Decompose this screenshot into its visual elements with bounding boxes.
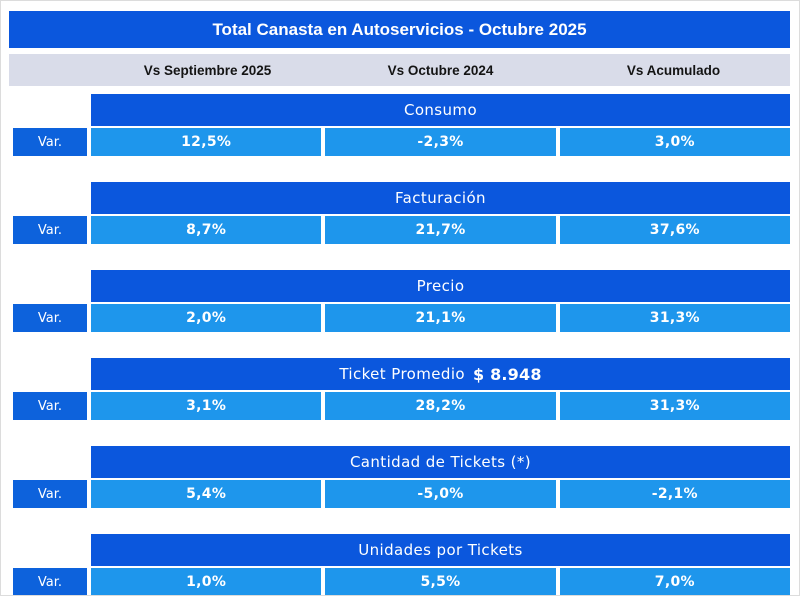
section-values-row: Var. 1,0% 5,5% 7,0% <box>13 568 790 595</box>
section-ticket-promedio: Ticket Promedio $ 8.948 Var. 3,1% 28,2% … <box>13 358 790 420</box>
var-label-cell: Var. <box>13 480 87 508</box>
value-cell-vs-septiembre: 3,1% <box>91 392 322 420</box>
value-cell-vs-acumulado: 31,3% <box>559 304 790 332</box>
value-cell-vs-septiembre: 8,7% <box>91 216 322 244</box>
value-cell-vs-octubre: 28,2% <box>325 392 556 420</box>
section-values-row: Var. 5,4% -5,0% -2,1% <box>13 480 790 508</box>
var-label-cell: Var. <box>13 392 87 420</box>
value-cell-vs-septiembre: 12,5% <box>91 128 322 156</box>
value-cell-vs-octubre: 21,1% <box>325 304 556 332</box>
section-name: Consumo <box>403 101 478 119</box>
section-name: Ticket Promedio <box>339 365 465 383</box>
value-cell-vs-acumulado: 7,0% <box>559 568 790 595</box>
value-cell-vs-septiembre: 5,4% <box>91 480 322 508</box>
var-label-cell: Var. <box>13 128 87 156</box>
section-values-row: Var. 2,0% 21,1% 31,3% <box>13 304 790 332</box>
value-cell-vs-acumulado: -2,1% <box>559 480 790 508</box>
section-header: Consumo <box>91 94 790 126</box>
value-cell-vs-octubre: 21,7% <box>325 216 556 244</box>
section-name: Unidades por Tickets <box>358 541 523 559</box>
var-label-cell: Var. <box>13 216 87 244</box>
section-header: Unidades por Tickets <box>91 534 790 566</box>
section-values-row: Var. 12,5% -2,3% 3,0% <box>13 128 790 156</box>
section-header: Facturación <box>91 182 790 214</box>
column-header-vs-septiembre: Vs Septiembre 2025 <box>143 62 272 78</box>
page-title: Total Canasta en Autoservicios - Octubre… <box>9 11 790 48</box>
column-header-row: Vs Septiembre 2025 Vs Octubre 2024 Vs Ac… <box>9 54 790 86</box>
section-header: Ticket Promedio $ 8.948 <box>91 358 790 390</box>
section-name: Cantidad de Tickets (*) <box>349 453 532 471</box>
value-cell-vs-octubre: 5,5% <box>325 568 556 595</box>
sections-container: Consumo Var. 12,5% -2,3% 3,0% Facturació… <box>1 94 799 595</box>
section-unidades-tickets: Unidades por Tickets Var. 1,0% 5,5% 7,0% <box>13 534 790 595</box>
value-cell-vs-acumulado: 37,6% <box>559 216 790 244</box>
section-header: Precio <box>91 270 790 302</box>
section-name: Precio <box>416 277 465 295</box>
section-facturacion: Facturación Var. 8,7% 21,7% 37,6% <box>13 182 790 244</box>
section-values-row: Var. 8,7% 21,7% 37,6% <box>13 216 790 244</box>
section-cantidad-tickets: Cantidad de Tickets (*) Var. 5,4% -5,0% … <box>13 446 790 508</box>
value-cell-vs-octubre: -5,0% <box>325 480 556 508</box>
section-header: Cantidad de Tickets (*) <box>91 446 790 478</box>
column-header-vs-octubre: Vs Octubre 2024 <box>387 62 494 78</box>
section-consumo: Consumo Var. 12,5% -2,3% 3,0% <box>13 94 790 156</box>
value-cell-vs-acumulado: 3,0% <box>559 128 790 156</box>
value-cell-vs-octubre: -2,3% <box>325 128 556 156</box>
var-label-cell: Var. <box>13 304 87 332</box>
column-header-vs-acumulado: Vs Acumulado <box>626 62 721 78</box>
value-cell-vs-septiembre: 2,0% <box>91 304 322 332</box>
value-cell-vs-septiembre: 1,0% <box>91 568 322 595</box>
var-label-cell: Var. <box>13 568 87 595</box>
section-values-row: Var. 3,1% 28,2% 31,3% <box>13 392 790 420</box>
ticket-promedio-amount: $ 8.948 <box>472 364 542 384</box>
section-precio: Precio Var. 2,0% 21,1% 31,3% <box>13 270 790 332</box>
value-cell-vs-acumulado: 31,3% <box>559 392 790 420</box>
section-name: Facturación <box>395 189 486 207</box>
